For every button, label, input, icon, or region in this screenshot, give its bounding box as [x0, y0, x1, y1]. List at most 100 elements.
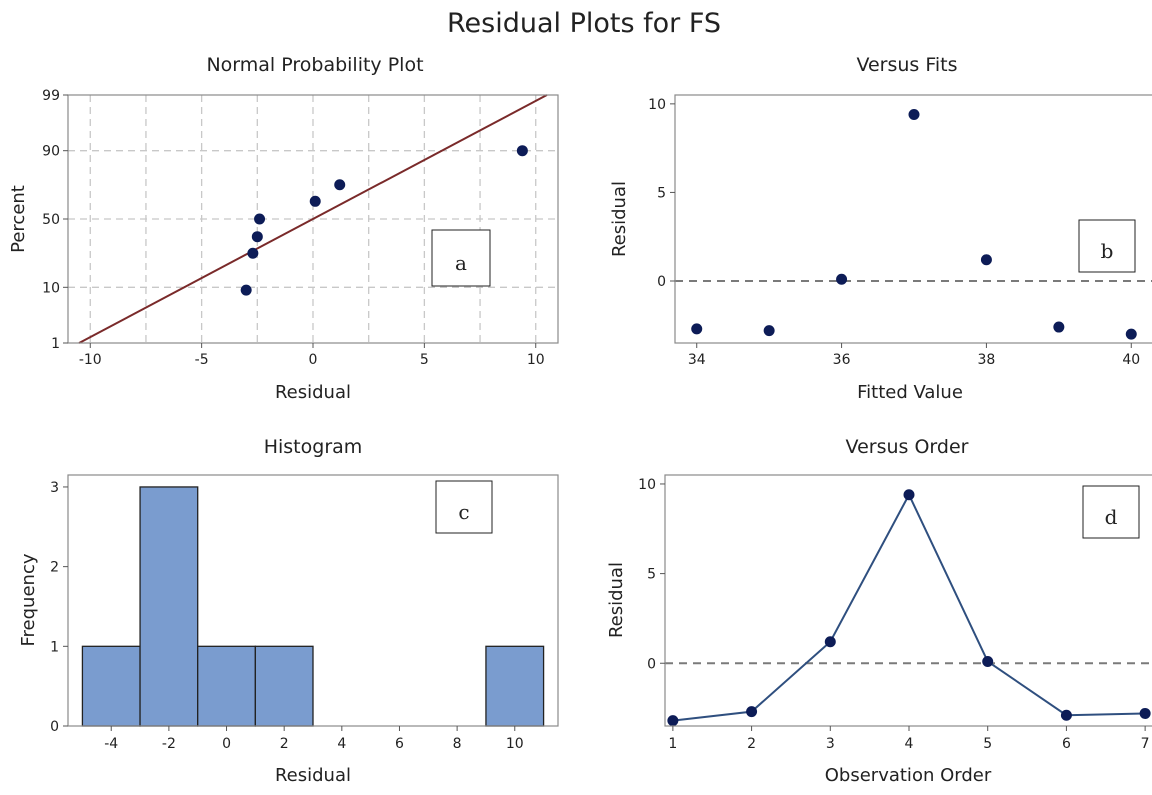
annotation-label-c: c: [458, 500, 469, 524]
x-tick-label: 5: [983, 736, 992, 752]
x-tick-label: 6: [1062, 736, 1071, 752]
data-point: [667, 715, 679, 727]
y-ticks-histogram: 0 1 2 3: [50, 480, 68, 735]
panel-title-versus-order: Versus Order: [846, 436, 969, 458]
data-point: [824, 636, 836, 648]
y-tick-label: 2: [50, 560, 59, 576]
panel-versus-fits: Versus Fits 34 36 38 40 0 5 10 Fitted Value R…: [609, 54, 1152, 403]
x-ticks-normal-probability: -10 -5 0 5 10: [79, 343, 545, 368]
x-tick-label: 10: [527, 352, 545, 368]
data-point: [836, 273, 848, 285]
x-axis-label-histogram: Residual: [275, 765, 351, 786]
annotation-box-c: [435, 480, 493, 534]
x-ticks-versus-order: 1 2 3 4 5 6 7: [668, 726, 1150, 752]
x-tick-label: 0: [222, 736, 231, 752]
data-point: [1053, 321, 1065, 333]
y-axis-label-versus-fits: Residual: [609, 181, 630, 257]
histogram-bars: [81, 486, 545, 727]
points-versus-fits: [691, 108, 1137, 340]
x-tick-label: 7: [1141, 736, 1150, 752]
panel-normal-probability: Normal Probability Plot -10 -5 0 5 10 1 10 50 9…: [8, 54, 559, 403]
fit-line: [78, 94, 548, 344]
data-point: [746, 706, 758, 718]
data-point: [980, 254, 992, 266]
y-tick-label: 1: [50, 639, 59, 655]
y-ticks-versus-order: 0 5 10: [638, 477, 665, 672]
x-tick-label: -4: [104, 736, 118, 752]
data-point: [1139, 707, 1151, 719]
annotation-box-d: [1082, 485, 1140, 539]
x-ticks-histogram: -4 -2 0 2 4 6 8 10: [104, 726, 524, 752]
histogram-bar: [485, 645, 545, 727]
y-tick-label: 1: [51, 336, 60, 352]
x-tick-label: 8: [453, 736, 462, 752]
points-normal-probability: [240, 145, 528, 296]
data-point: [908, 108, 920, 120]
data-point: [691, 323, 703, 335]
panel-versus-order: Versus Order 1 2 3 4 5 6 7 0 5 10 Observation Or…: [606, 436, 1152, 786]
x-tick-label: 0: [309, 352, 318, 368]
x-tick-label: 3: [826, 736, 835, 752]
y-ticks-normal-probability: 1 10 50 90 99: [42, 88, 68, 352]
x-tick-label: 5: [420, 352, 429, 368]
y-tick-label: 50: [42, 212, 60, 228]
annotation-box-b: [1078, 219, 1136, 273]
annotation-label-a: a: [455, 251, 467, 275]
annotation-box-a: [431, 229, 491, 287]
x-tick-label: 2: [280, 736, 289, 752]
x-tick-label: 4: [905, 736, 914, 752]
data-point: [763, 325, 775, 337]
data-point: [1060, 709, 1072, 721]
data-point: [1125, 328, 1137, 340]
y-tick-label: 0: [647, 656, 656, 672]
x-axis-label-normal-probability: Residual: [275, 382, 351, 403]
x-tick-label: 40: [1122, 352, 1140, 368]
x-tick-label: -5: [195, 352, 209, 368]
y-tick-label: 90: [42, 144, 60, 160]
x-tick-label: 38: [978, 352, 996, 368]
x-tick-label: 36: [833, 352, 851, 368]
residual-series-line: [672, 492, 1146, 722]
histogram-bar: [139, 486, 199, 727]
panel-histogram: Histogram -4 -2 0 2 4 6 8 10 0 1 2 3 Residual Freq…: [18, 436, 559, 786]
x-ticks-versus-fits: 34 36 38 40: [688, 343, 1140, 368]
x-tick-label: -2: [162, 736, 176, 752]
data-point: [516, 145, 528, 157]
plot-frame-versus-fits: [674, 94, 1152, 344]
y-tick-label: 10: [42, 280, 60, 296]
y-tick-label: 3: [50, 480, 59, 496]
y-tick-label: 10: [648, 97, 666, 113]
y-tick-label: 99: [42, 88, 60, 104]
data-point: [247, 247, 259, 259]
data-point: [251, 231, 263, 243]
panel-title-histogram: Histogram: [264, 436, 363, 458]
y-tick-label: 5: [657, 185, 666, 201]
x-tick-label: -10: [79, 352, 102, 368]
data-point: [240, 284, 252, 296]
figure-title: Residual Plots for FS: [447, 8, 721, 39]
x-axis-label-versus-fits: Fitted Value: [857, 382, 963, 403]
x-tick-label: 2: [747, 736, 756, 752]
panel-title-versus-fits: Versus Fits: [856, 54, 957, 76]
data-point: [903, 489, 915, 501]
histogram-bar: [197, 645, 257, 727]
data-point: [254, 213, 266, 225]
points-versus-order: [667, 489, 1151, 727]
x-axis-label-versus-order: Observation Order: [825, 765, 992, 786]
y-tick-label: 0: [50, 719, 59, 735]
annotation-label-d: d: [1105, 505, 1118, 529]
y-tick-label: 0: [657, 274, 666, 290]
y-tick-label: 10: [638, 477, 656, 493]
y-ticks-versus-fits: 0 5 10: [648, 97, 675, 290]
y-axis-label-versus-order: Residual: [606, 562, 627, 638]
x-tick-label: 6: [395, 736, 404, 752]
data-point: [982, 655, 994, 667]
y-axis-label-histogram: Frequency: [18, 553, 39, 646]
y-axis-label-normal-probability: Percent: [8, 185, 29, 253]
plot-frame-histogram: [67, 474, 559, 727]
x-tick-label: 4: [337, 736, 346, 752]
histogram-bar: [81, 645, 141, 727]
histogram-bar: [254, 645, 314, 727]
annotation-label-b: b: [1101, 239, 1114, 263]
